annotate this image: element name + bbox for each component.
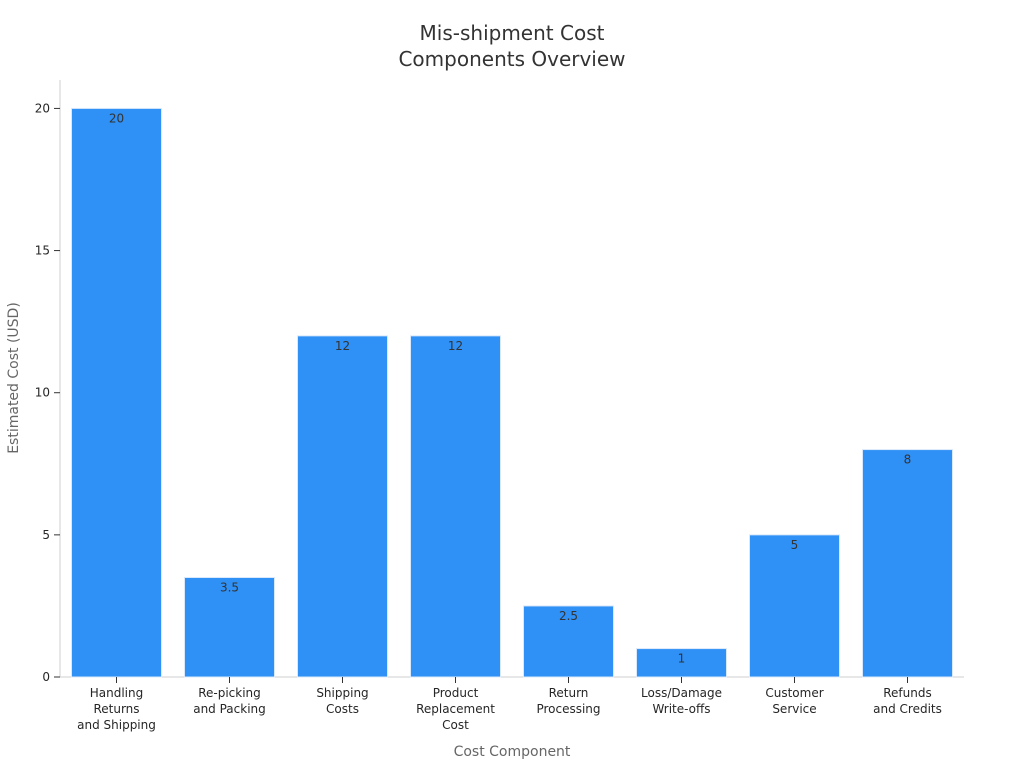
x-tick-label-line: Returns bbox=[93, 702, 139, 716]
bar-value-label: 12 bbox=[335, 339, 350, 353]
x-tick-label-line: Customer bbox=[765, 686, 823, 700]
x-tick-label: Re-picking and Packing bbox=[193, 686, 266, 716]
x-tick-label-line: Processing bbox=[536, 702, 600, 716]
bar bbox=[297, 335, 388, 678]
x-tick-label-line: and Shipping bbox=[77, 718, 156, 732]
bar-value-label: 8 bbox=[904, 453, 912, 467]
bar-value-label: 1 bbox=[678, 652, 686, 666]
bar bbox=[749, 534, 840, 678]
x-tick-label: Customer Service bbox=[765, 686, 823, 716]
bar bbox=[523, 605, 614, 678]
x-tick-label-line: Handling bbox=[90, 686, 144, 700]
y-tick-label: 10 bbox=[35, 386, 50, 400]
x-tick-label-line: Shipping bbox=[316, 686, 368, 700]
chart-title-line: Components Overview bbox=[398, 47, 625, 71]
bar-value-label: 5 bbox=[791, 538, 799, 552]
x-tick-label-line: Write-offs bbox=[652, 702, 710, 716]
y-tick-label: 5 bbox=[42, 528, 50, 542]
chart-title: Mis-shipment Cost Components Overview bbox=[398, 21, 625, 71]
y-tick-label: 0 bbox=[42, 670, 50, 684]
bar-value-label: 12 bbox=[448, 339, 463, 353]
bar bbox=[184, 577, 275, 678]
x-axis-label: Cost Component bbox=[454, 744, 571, 760]
x-tick-label-line: Refunds bbox=[883, 686, 932, 700]
bar-value-label: 3.5 bbox=[220, 581, 239, 595]
x-tick-label-line: and Packing bbox=[193, 702, 266, 716]
x-tick-label-line: Product bbox=[433, 686, 479, 700]
x-tick-label-line: Cost bbox=[442, 718, 469, 732]
x-tick-label: Refunds and Credits bbox=[873, 686, 942, 716]
x-tick-label: Handling Returns and Shipping bbox=[77, 686, 156, 732]
bar bbox=[71, 107, 162, 678]
x-tick-label: Loss/Damage Write-offs bbox=[641, 686, 722, 716]
x-tick-label-line: Re-picking bbox=[198, 686, 261, 700]
bar bbox=[410, 335, 501, 678]
x-tick-label-line: Replacement bbox=[416, 702, 495, 716]
y-tick-label: 20 bbox=[35, 101, 50, 115]
x-tick-label: Shipping Costs bbox=[316, 686, 368, 716]
bar-value-label: 20 bbox=[109, 111, 124, 125]
x-tick-label-line: and Credits bbox=[873, 702, 942, 716]
x-tick-label-line: Costs bbox=[326, 702, 359, 716]
bar bbox=[862, 449, 953, 678]
y-tick-label: 15 bbox=[35, 244, 50, 258]
x-tick-label-line: Service bbox=[772, 702, 816, 716]
x-tick-label-line: Return bbox=[549, 686, 589, 700]
x-tick-label: Product Replacement Cost bbox=[416, 686, 495, 732]
x-tick-label-line: Loss/Damage bbox=[641, 686, 722, 700]
chart-title-line: Mis-shipment Cost bbox=[420, 21, 605, 45]
y-axis-label: Estimated Cost (USD) bbox=[6, 302, 22, 454]
bar-value-label: 2.5 bbox=[559, 609, 578, 623]
x-tick-label: Return Processing bbox=[536, 686, 600, 716]
